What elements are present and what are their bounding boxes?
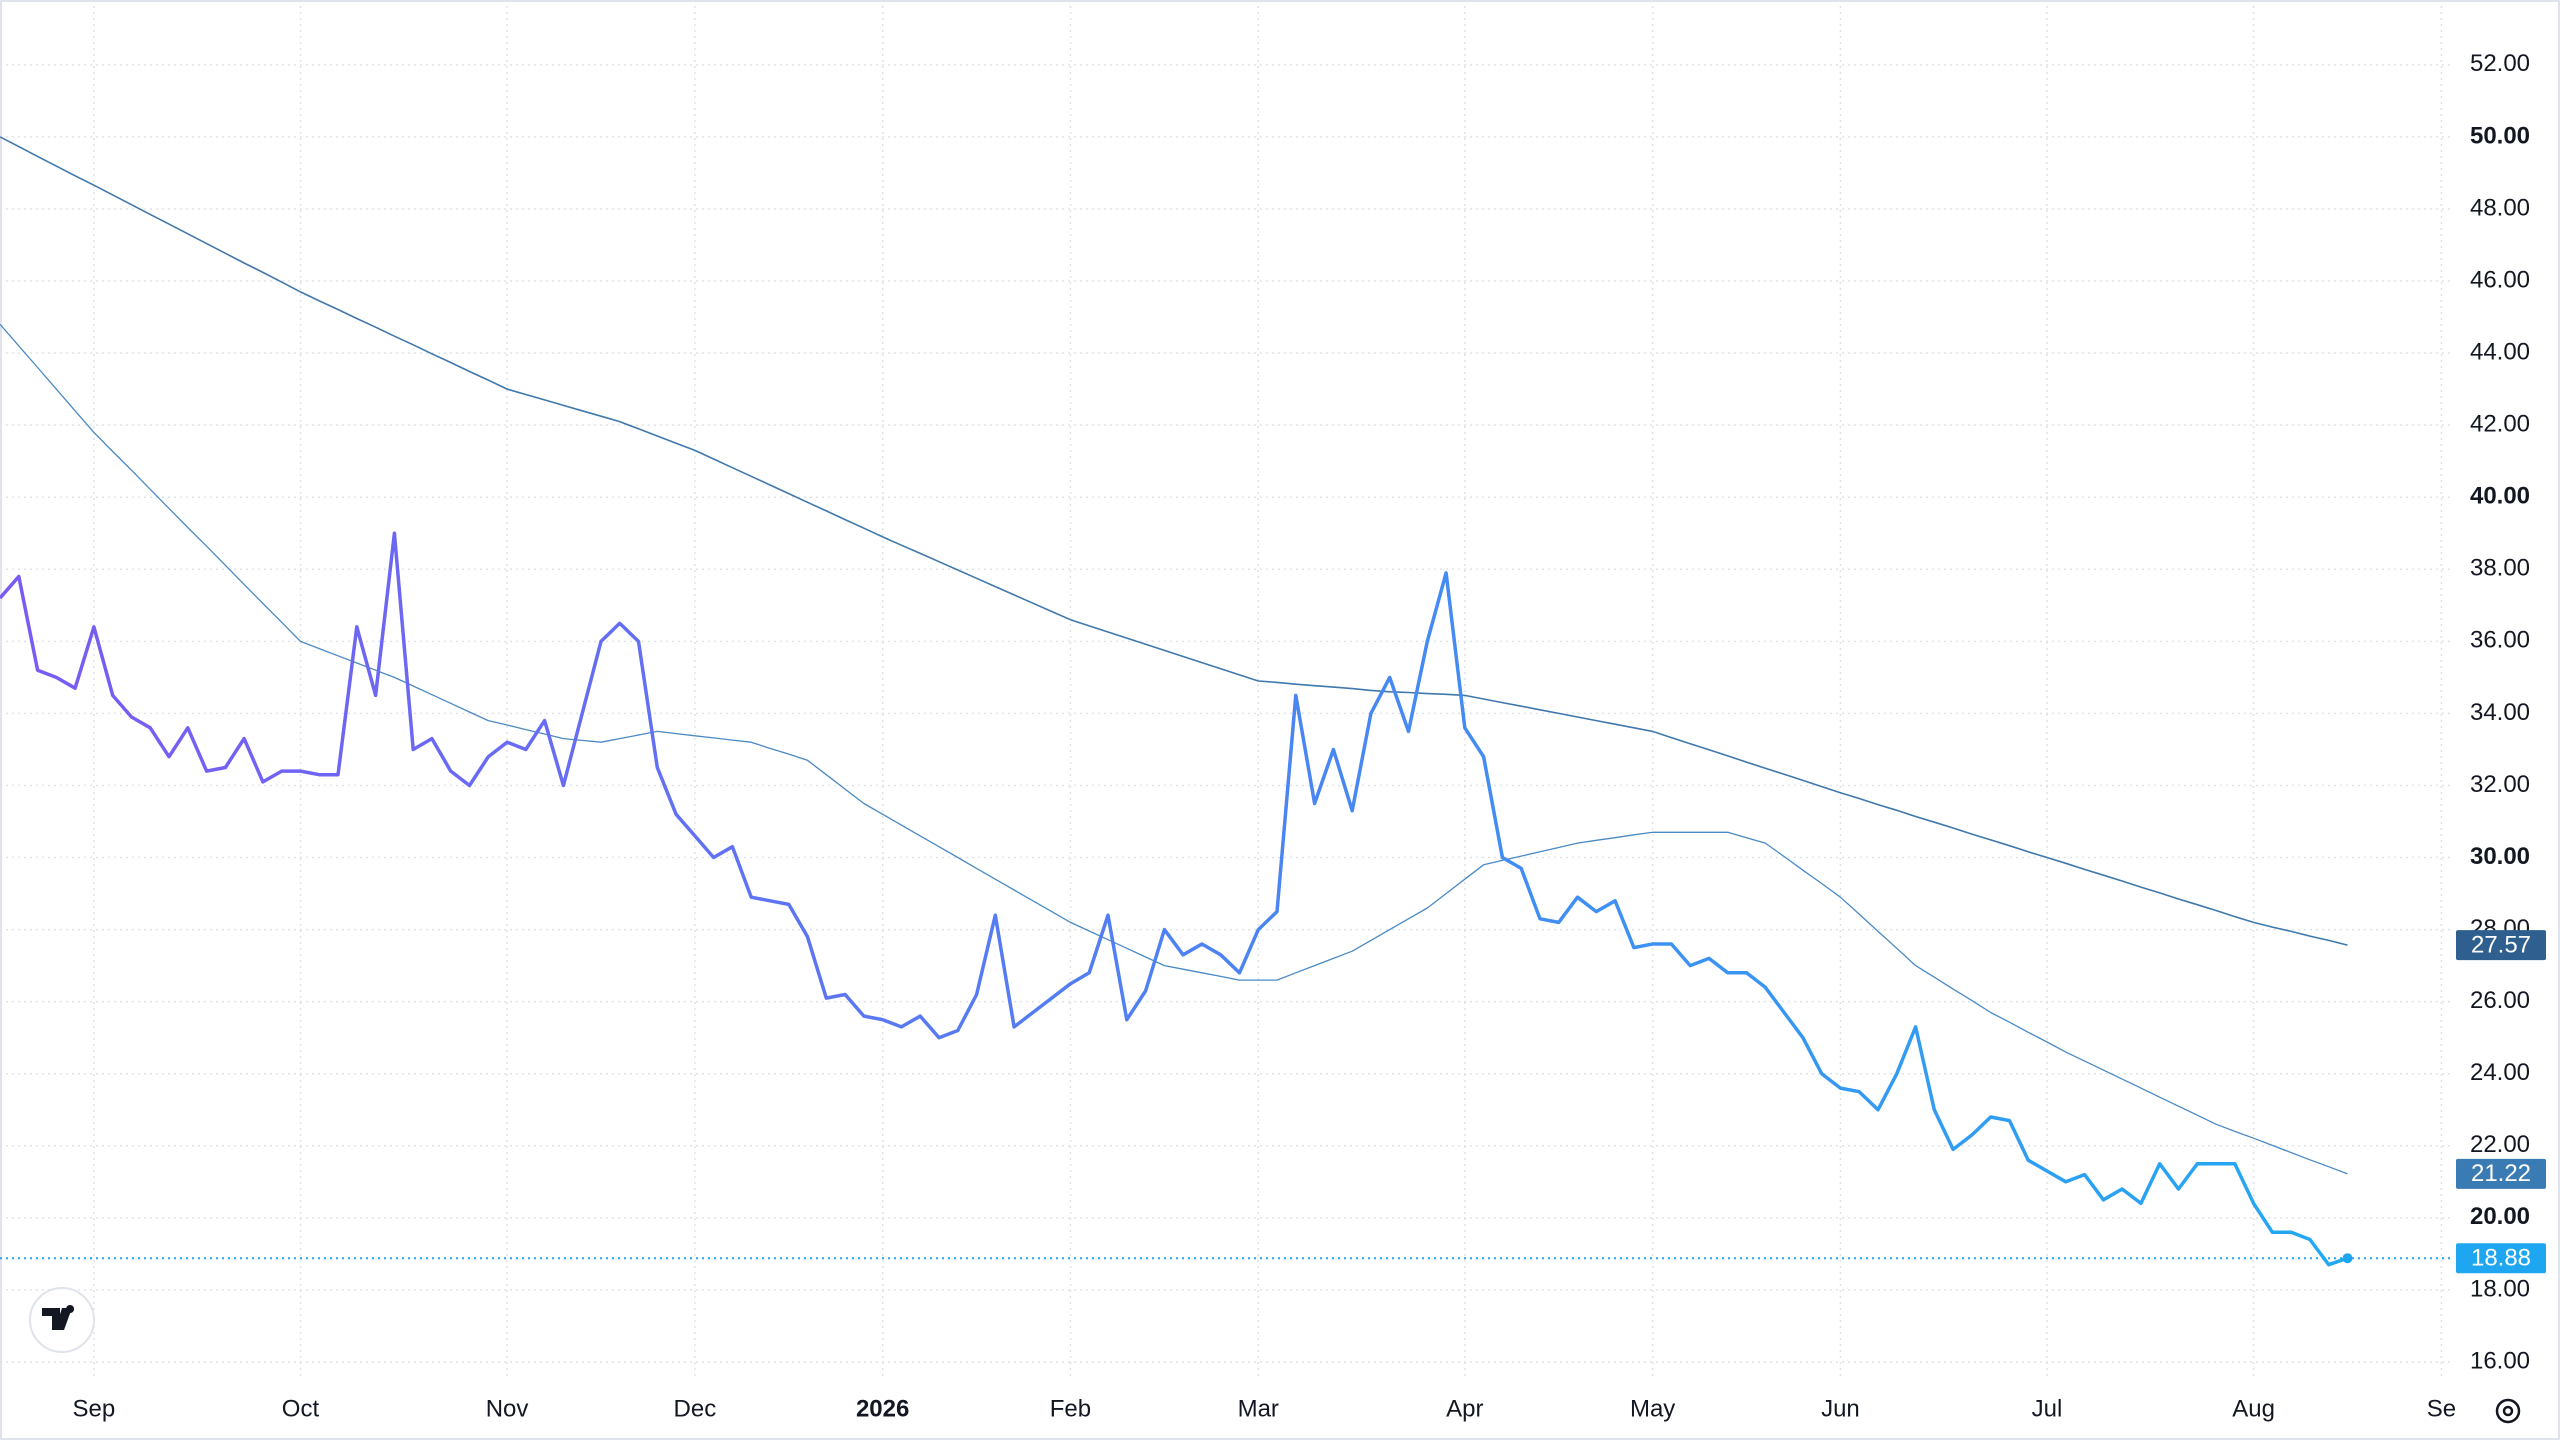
y-tick-label: 44.00 [2470,338,2530,365]
y-tick-label: 20.00 [2470,1203,2530,1230]
x-tick-label: Aug [2232,1395,2275,1422]
y-tick-label: 52.00 [2470,50,2530,77]
y-tick-label: 50.00 [2470,122,2530,149]
x-tick-label: Jul [2032,1395,2063,1422]
x-tick-label: Mar [1238,1395,1279,1422]
x-tick-label: Sep [73,1395,116,1422]
gear-outer [2495,1398,2521,1424]
x-tick-label: Dec [674,1395,717,1422]
x-tick-label: 2026 [856,1395,909,1422]
y-tick-label: 48.00 [2470,194,2530,221]
y-tick-label: 36.00 [2470,627,2530,654]
price-badge [2456,1158,2546,1189]
x-tick-label: Feb [1050,1395,1091,1422]
y-tick-label: 40.00 [2470,483,2530,510]
x-tick-label: May [1630,1395,1675,1422]
series-line [0,323,2348,1175]
y-tick-label: 26.00 [2470,987,2530,1014]
x-tick-label: Oct [282,1395,320,1422]
gear-inner [2502,1405,2514,1417]
x-tick-label: Apr [1446,1395,1483,1422]
series-line [0,136,2348,946]
last-point [2342,1253,2353,1264]
x-tick-label: Nov [486,1395,529,1422]
y-tick-label: 32.00 [2470,771,2530,798]
y-tick-label: 42.00 [2470,411,2530,438]
x-tick-label: Se [2427,1395,2456,1422]
y-tick-label: 46.00 [2470,266,2530,293]
price-badge-label: 18.88 [2471,1245,2531,1272]
y-tick-label: 30.00 [2470,843,2530,870]
settings-icon[interactable] [2495,1398,2521,1424]
y-tick-label: 16.00 [2470,1347,2530,1374]
logo-mark [42,1305,75,1330]
y-tick-label: 24.00 [2470,1059,2530,1086]
y-tick-label: 38.00 [2470,555,2530,582]
price-badge [2456,1243,2546,1274]
y-tick-label: 18.00 [2470,1275,2530,1302]
y-tick-label: 22.00 [2470,1131,2530,1158]
price-badge [2456,930,2546,961]
price-badge-label: 27.57 [2471,931,2531,958]
series-line [0,531,2349,1267]
price-badge-label: 21.22 [2471,1160,2531,1187]
tradingview-logo[interactable] [29,1287,95,1353]
y-tick-label: 34.00 [2470,699,2530,726]
x-tick-label: Jun [1821,1395,1860,1422]
